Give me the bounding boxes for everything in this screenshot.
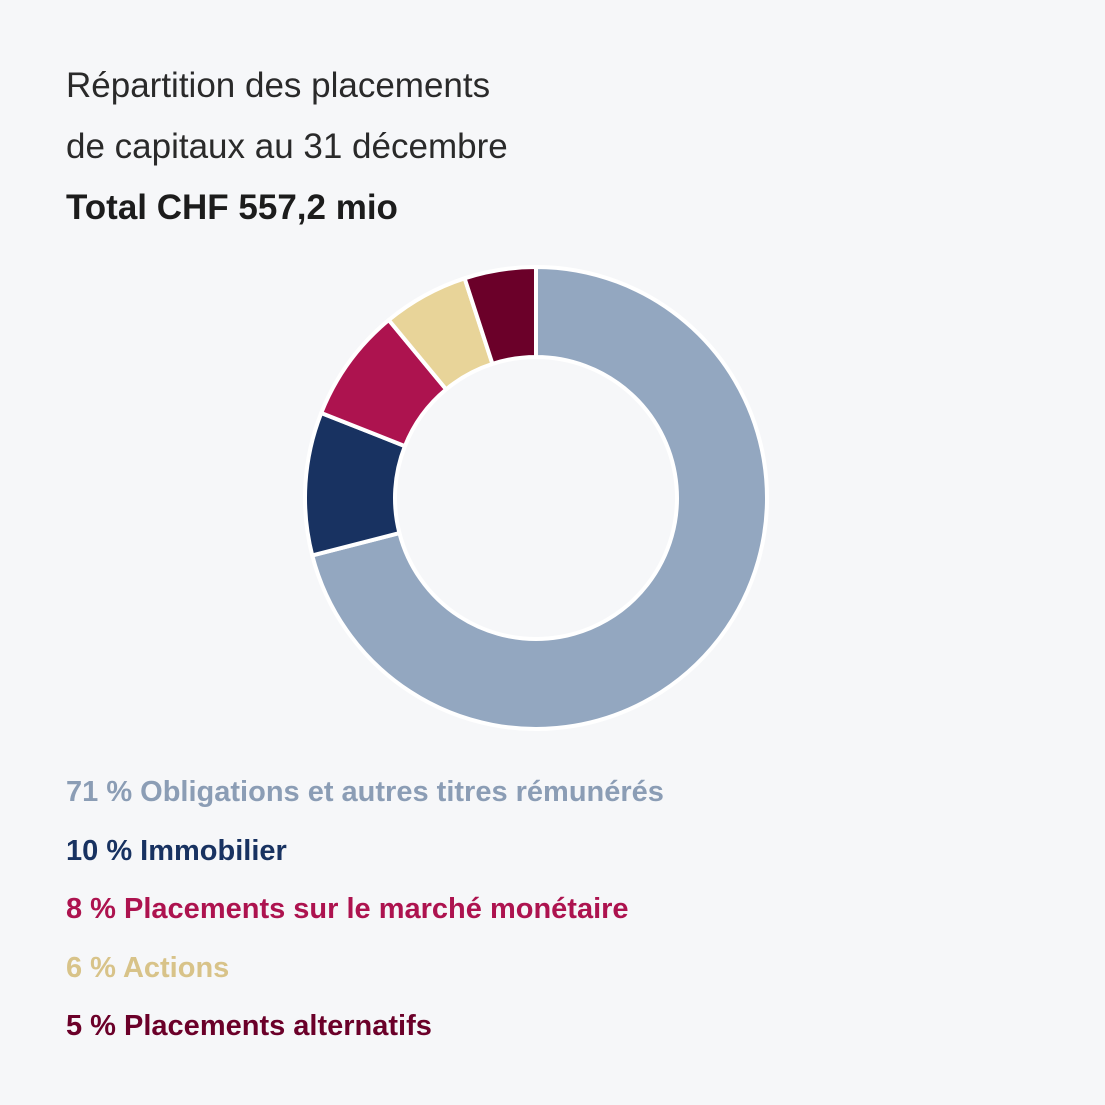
legend-item-marche-monetaire: 8 % Placements sur le marché monétaire <box>66 893 629 925</box>
legend-item-placements-alternatifs: 5 % Placements alternatifs <box>66 1010 432 1042</box>
legend-item-obligations: 71 % Obligations et autres titres rémuné… <box>66 776 664 808</box>
legend-item-actions: 6 % Actions <box>66 951 230 984</box>
donut-slice-obligations <box>309 264 769 731</box>
chart-title-line-1: Répartition des placements <box>66 66 491 105</box>
legend-item-immobilier: 10 % Immobilier <box>66 834 287 867</box>
chart-header: Répartition des placements de capitaux a… <box>66 55 508 238</box>
donut-slice-placements-alternatifs <box>462 264 538 367</box>
chart-total: Total CHF 557,2 mio <box>66 188 398 227</box>
chart-title-line-2: de capitaux au 31 décembre <box>66 127 508 166</box>
legend: 71 % Obligations et autres titres rémuné… <box>66 763 664 1056</box>
